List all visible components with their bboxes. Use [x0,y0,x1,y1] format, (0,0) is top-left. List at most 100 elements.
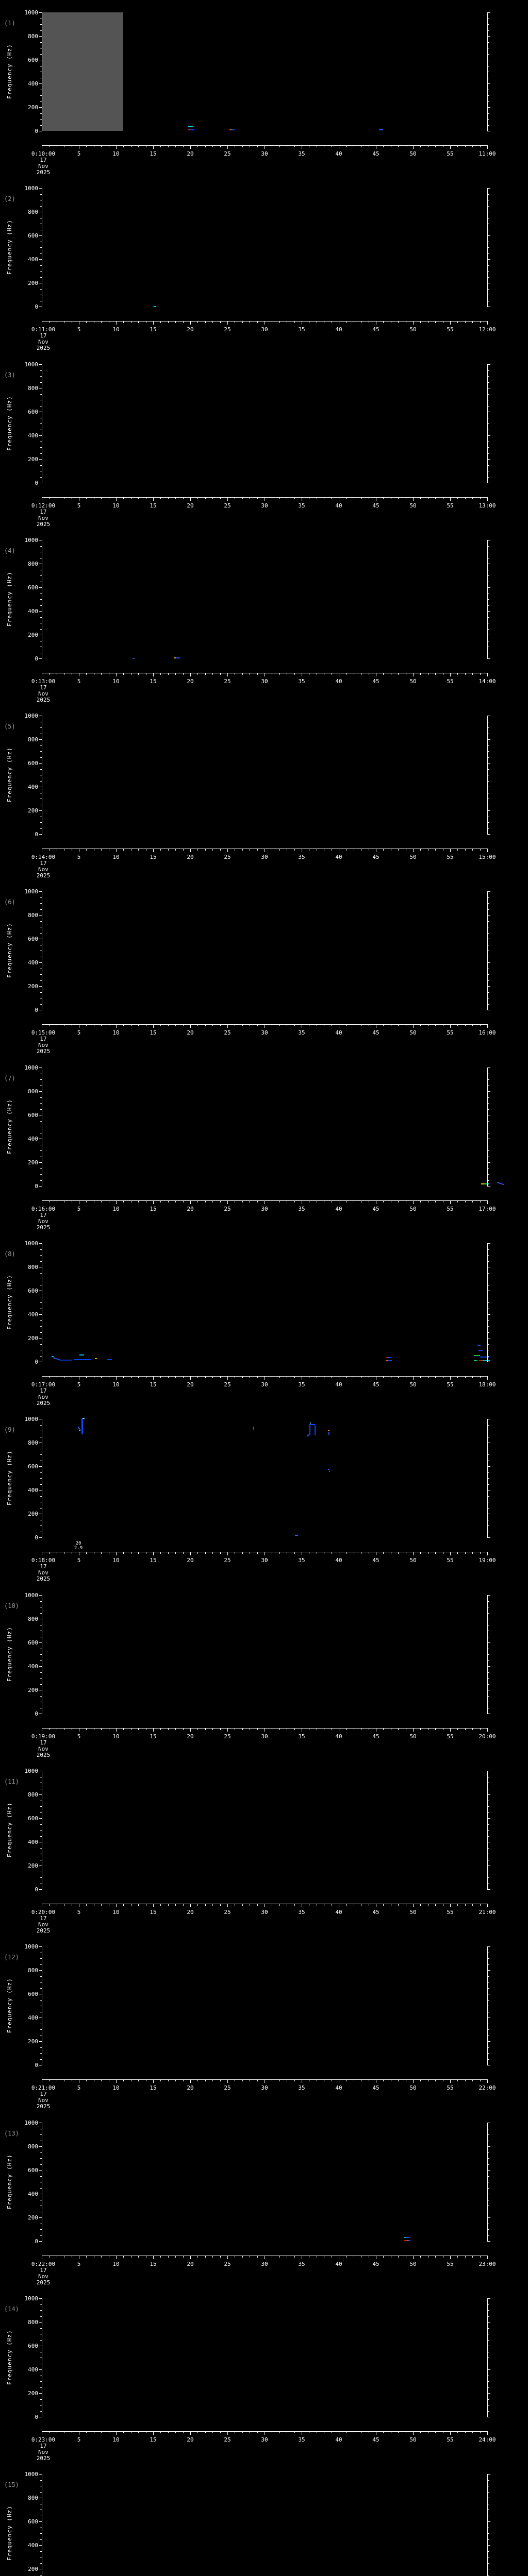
axis-tick [488,1672,489,1673]
axis-tick [39,364,42,365]
panel-number-label: (3) [4,371,15,379]
spectral-feature [407,2240,408,2241]
axis-tick [39,2041,42,2042]
axis-tick [420,321,421,323]
axis-tick [488,2176,489,2177]
date-label: 2025 [36,2279,51,2286]
y-tick-label: 800 [28,1616,38,1622]
axis-tick [190,1728,191,1732]
axis-tick [488,1806,489,1807]
x-tick-label: 30 [261,2084,268,2091]
axis-tick [488,1314,490,1315]
axis-tick [40,1320,42,1321]
axis-tick [40,781,42,782]
axis-tick [220,1377,221,1378]
y-tick-label: 0 [35,1886,38,1893]
axis-tick [86,146,87,147]
x-tick-label: 55 [447,1206,454,1212]
axis-tick [40,1660,42,1661]
x-tick-label: 45 [372,1206,380,1212]
axis-tick [488,2164,489,2165]
x-tick-label: 40 [335,1909,342,1916]
axis-tick [183,673,184,675]
axis-tick [153,146,154,149]
axis-tick [212,673,213,675]
axis-tick [487,1025,488,1028]
y-tick-label: 600 [28,2343,38,2349]
axis-tick [49,1904,50,1906]
axis-tick [40,1824,42,1825]
y-axis-right-spine [487,364,488,483]
axis-tick [488,1186,490,1187]
x-tick-label: 10 [112,1733,120,1740]
axis-tick [197,321,198,323]
axis-tick [39,83,42,84]
axis-tick [205,2432,206,2433]
x-tick-label: 25 [224,1557,231,1564]
axis-tick [488,1454,489,1455]
x-tick-label: 50 [409,1206,417,1212]
axis-tick [116,1552,117,1555]
axis-tick [488,1654,489,1655]
x-tick-label: 30 [261,854,268,860]
x-tick-label: 40 [335,326,342,333]
axis-tick [435,2080,436,2081]
axis-tick [116,498,117,501]
date-label: 2025 [36,169,51,176]
axis-tick [220,1552,221,1554]
spectral-feature [485,1183,489,1184]
axis-tick [40,921,42,922]
axis-tick [123,146,124,147]
date-label: Nov [38,2273,48,2280]
spectral-feature [386,1357,388,1358]
axis-tick [101,1201,102,1202]
y-tick-label: 0 [35,831,38,838]
y-tick-label: 1000 [24,1240,39,1247]
x-tick-label: 20 [187,150,194,157]
axis-tick [40,1964,42,1965]
axis-tick [488,1666,490,1667]
x-tick-label: 20 [187,1029,194,1036]
y-axis-right-spine [487,891,488,1010]
axis-tick [472,1552,473,1554]
x-tick-label: 50 [409,678,417,685]
x-tick-label: 50 [409,502,417,509]
x-axis-ruler [42,2079,488,2080]
axis-tick [227,1377,228,1380]
axis-tick [488,453,489,454]
axis-tick [39,2146,42,2147]
axis-tick [138,2080,139,2081]
axis-tick [40,974,42,975]
axis-tick [420,1201,421,1202]
x-tick-label: 50 [409,1733,417,1740]
end-time-label: 12:00 [478,326,496,333]
axis-tick [488,769,489,770]
axis-tick [488,1273,489,1274]
spectral-feature [404,2237,407,2238]
spectral-feature [406,2237,409,2238]
axis-tick [383,1201,384,1202]
axis-tick [153,1377,154,1380]
panel-number-label: (10) [4,1602,19,1609]
axis-tick [488,2381,489,2382]
axis-tick [488,1425,489,1426]
x-tick-label: 55 [447,2084,454,2091]
x-tick-label: 10 [112,2261,120,2267]
axis-tick [383,2080,384,2081]
axis-tick [488,1356,489,1357]
spectrogram-panel: (14) Frequency (Hz) 0 200 400 600 800 1000 5 10 15… [0,2286,528,2462]
axis-tick [40,1326,42,1327]
axis-tick [242,1377,243,1378]
axis-tick [39,36,42,37]
x-tick-label: 55 [447,150,454,157]
x-tick-label: 35 [298,678,305,685]
axis-tick [40,757,42,758]
axis-tick [488,370,489,371]
panel-number-label: (13) [4,2130,19,2137]
axis-tick [101,2432,102,2433]
axis-tick [49,1728,50,1730]
axis-tick [488,781,489,782]
axis-tick [398,1728,399,1730]
axis-tick [242,849,243,851]
axis-tick [487,1728,488,1732]
